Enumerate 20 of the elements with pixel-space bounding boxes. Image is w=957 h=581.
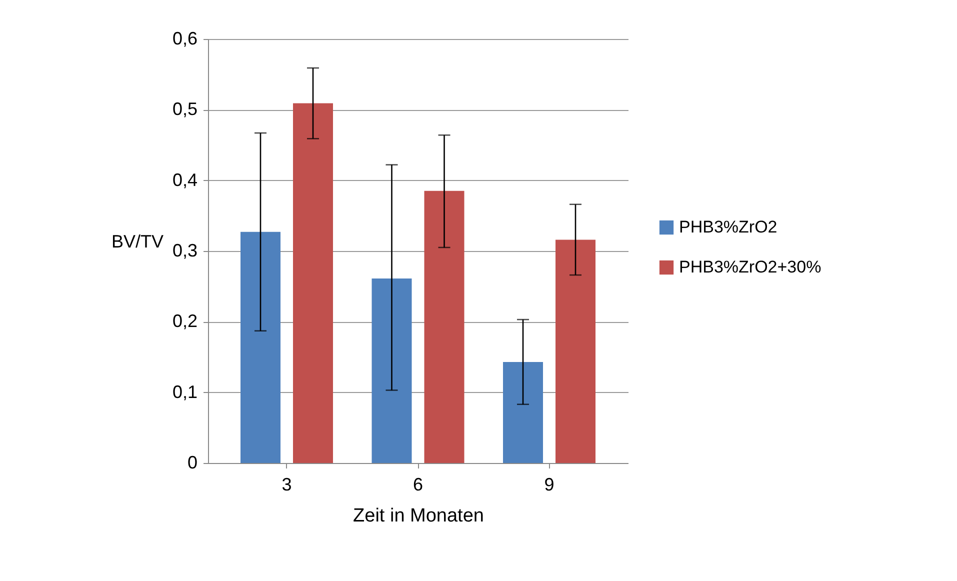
- legend-label: PHB3%ZrO2: [679, 218, 778, 236]
- y-tick-label: 0,6: [172, 28, 198, 48]
- y-tick-label: 0,5: [172, 99, 198, 120]
- y-tick-label: 0,3: [172, 240, 198, 260]
- bar: [293, 103, 333, 463]
- x-tick-label: 3: [282, 474, 292, 494]
- y-tick-label: 0,1: [172, 382, 198, 402]
- x-tick-label: 6: [412, 474, 424, 494]
- bar: [503, 362, 543, 463]
- bar: [240, 232, 280, 463]
- bar: [372, 278, 412, 463]
- y-tick-label: 0: [187, 452, 198, 472]
- y-axis-title: BV/TV: [111, 232, 164, 252]
- x-tick-label: 9: [544, 474, 554, 494]
- bar: [424, 190, 464, 463]
- bar: [556, 240, 596, 463]
- y-tick-label: 0,2: [172, 311, 198, 332]
- x-axis-title: Zeit in Monaten: [353, 506, 484, 526]
- legend-label: PHB3%ZrO2+30%: [679, 258, 822, 276]
- y-tick-label: 0,4: [172, 170, 198, 190]
